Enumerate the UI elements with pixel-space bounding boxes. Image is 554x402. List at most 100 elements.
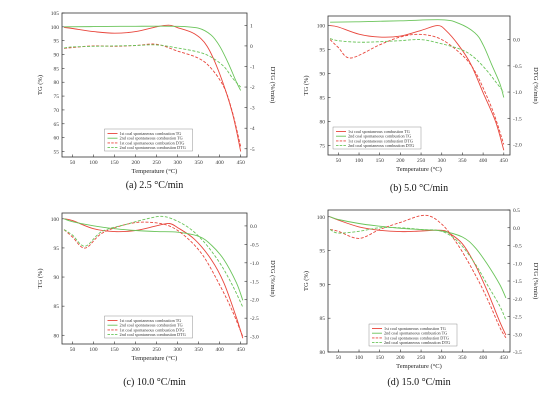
y2-tick-label: -1.0	[513, 261, 522, 267]
y-tick-label: 60	[54, 136, 60, 142]
series-line-1	[330, 25, 505, 151]
y-tick-label: 75	[320, 143, 326, 149]
legend-entry: 2nd coal spontaneous combustion TG	[120, 136, 183, 141]
y-tick-label: 75	[54, 94, 60, 100]
y2-tick-label: -1.0	[250, 261, 259, 267]
y-tick-label: 85	[320, 316, 326, 322]
y-tick-label: 80	[320, 350, 326, 356]
x-tick-label: 100	[89, 347, 98, 353]
y-axis-title: TG (%)	[303, 271, 310, 291]
y-tick-label: 90	[54, 275, 60, 281]
x-tick-label: 50	[336, 355, 342, 361]
series-line-4	[329, 38, 505, 93]
y2-tick-label: -0.5	[250, 242, 259, 248]
y2-tick-label: 0.0	[250, 224, 257, 230]
y-tick-label: 95	[320, 48, 326, 54]
panel-caption: (a) 2.5 °C/min	[126, 180, 184, 191]
legend-entry: 2nd coal spontaneous combustion DTG	[348, 143, 414, 148]
x-tick-label: 200	[131, 347, 140, 353]
legend-entry: 1st coal spontaneous combustion DTG	[384, 335, 449, 340]
y-tick-label: 90	[320, 72, 326, 78]
y-tick-label: 95	[54, 246, 60, 252]
y2-tick-label: -1.0	[513, 90, 522, 96]
y-tick-label: 65	[54, 122, 60, 128]
y2-tick-label: 0.5	[513, 208, 520, 214]
y-tick-label: 100	[51, 217, 60, 223]
x-tick-label: 300	[174, 160, 183, 166]
x-tick-label: 400	[216, 160, 225, 166]
y-tick-label: 95	[54, 39, 60, 45]
y-tick-label: 95	[320, 249, 326, 255]
legend-entry: 1st coal spontaneous combustion TG	[120, 318, 182, 323]
legend-entry: 1st coal spontaneous combustion DTG	[120, 140, 185, 145]
x-tick-label: 300	[438, 158, 447, 164]
plot-frame	[61, 12, 248, 158]
x-tick-label: 200	[131, 160, 140, 166]
x-tick-label: 250	[417, 158, 426, 164]
series-line-1	[64, 218, 244, 339]
legend-entry: 1st coal spontaneous combustion DTG	[120, 327, 185, 332]
y2-tick-label: -1.5	[513, 279, 522, 285]
plot-frame	[61, 212, 248, 345]
series-line-1	[64, 24, 242, 152]
y2-tick-label: 0.0	[513, 38, 520, 44]
x-tick-label: 150	[110, 160, 119, 166]
x-tick-label: 350	[458, 158, 467, 164]
legend-entry: 2nd coal spontaneous combustion TG	[120, 323, 183, 328]
y2-tick-label: -4	[250, 126, 255, 132]
chart-panel-4: 50 100 150 200 250 300 350 400 450 80 85 90 95 100 -3.…	[303, 208, 539, 388]
y2-tick-label: -2.5	[513, 315, 522, 321]
x-axis-title: Temperature (°C)	[396, 166, 442, 173]
x-tick-label: 350	[195, 160, 204, 166]
x-tick-label: 100	[355, 158, 364, 164]
legend-entry: 1st coal spontaneous combustion TG	[120, 131, 182, 136]
legend-entry: 2nd coal spontaneous combustion DTG	[120, 332, 186, 337]
chart-panel-3: 50 100 150 200 250 300 350 400 450 80 85 90 95 100 -3.…	[37, 212, 276, 388]
series-line-3	[329, 214, 507, 339]
y-axis-title: TG (%)	[37, 75, 44, 95]
legend-box	[104, 128, 193, 152]
chart-panel-1: 50 100 150 200 250 300 350 400 450 55 60 65 70 75 80 85…	[37, 11, 276, 191]
panel-caption: (c) 10.0 °C/min	[123, 377, 186, 388]
legend-entry: 2nd coal spontaneous combustion TG	[384, 331, 447, 336]
x-tick-label: 450	[500, 355, 509, 361]
y2-tick-label: -2.0	[250, 298, 259, 304]
x-axis-title: Temperature (°C)	[132, 168, 178, 175]
x-tick-label: 250	[152, 160, 161, 166]
x-tick-label: 50	[70, 160, 76, 166]
series-line-4	[329, 227, 507, 321]
legend-entry: 1st coal spontaneous combustion DTG	[348, 138, 413, 143]
x-tick-label: 450	[237, 160, 246, 166]
x-tick-label: 350	[195, 347, 204, 353]
y2-axis-title: DTG (%/min)	[532, 67, 539, 104]
y2-tick-label: -0.5	[513, 244, 522, 250]
y2-axis-title: DTG (%/min)	[269, 67, 276, 104]
y2-tick-label: -2.0	[513, 143, 522, 149]
y2-axis-title: DTG (%/min)	[269, 260, 276, 297]
x-tick-label: 350	[458, 355, 467, 361]
y-tick-label: 80	[54, 80, 60, 86]
legend-box	[104, 315, 193, 339]
x-tick-label: 300	[438, 355, 447, 361]
y-tick-label: 100	[51, 25, 60, 31]
y2-tick-label: -1.5	[513, 116, 522, 122]
y2-tick-label: 1	[250, 23, 253, 29]
x-tick-label: 400	[216, 347, 225, 353]
series-line-3	[64, 43, 242, 147]
x-tick-label: 50	[70, 347, 76, 353]
x-tick-label: 400	[479, 158, 488, 164]
y2-axis-title: DTG (%/min)	[532, 263, 539, 300]
legend-entry: 2nd coal spontaneous combustion TG	[348, 134, 411, 139]
legend-entry: 2nd coal spontaneous combustion DTG	[384, 340, 450, 345]
y2-tick-label: 0	[250, 44, 253, 50]
y2-tick-label: -1	[250, 64, 255, 70]
y-tick-label: 55	[54, 149, 60, 155]
legend-entry: 1st coal spontaneous combustion TG	[384, 326, 446, 331]
plot-frame	[327, 15, 511, 156]
chart-panel-2: 50 100 150 200 250 300 350 400 450 75 80 85 90 95 100 -…	[303, 15, 539, 194]
